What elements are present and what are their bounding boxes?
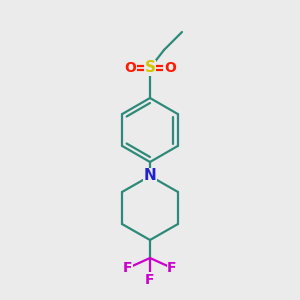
Text: O: O <box>124 61 136 75</box>
Text: S: S <box>145 61 155 76</box>
Text: O: O <box>164 61 176 75</box>
Text: F: F <box>167 261 177 275</box>
Text: F: F <box>145 273 155 287</box>
Text: N: N <box>144 169 156 184</box>
Text: F: F <box>123 261 133 275</box>
